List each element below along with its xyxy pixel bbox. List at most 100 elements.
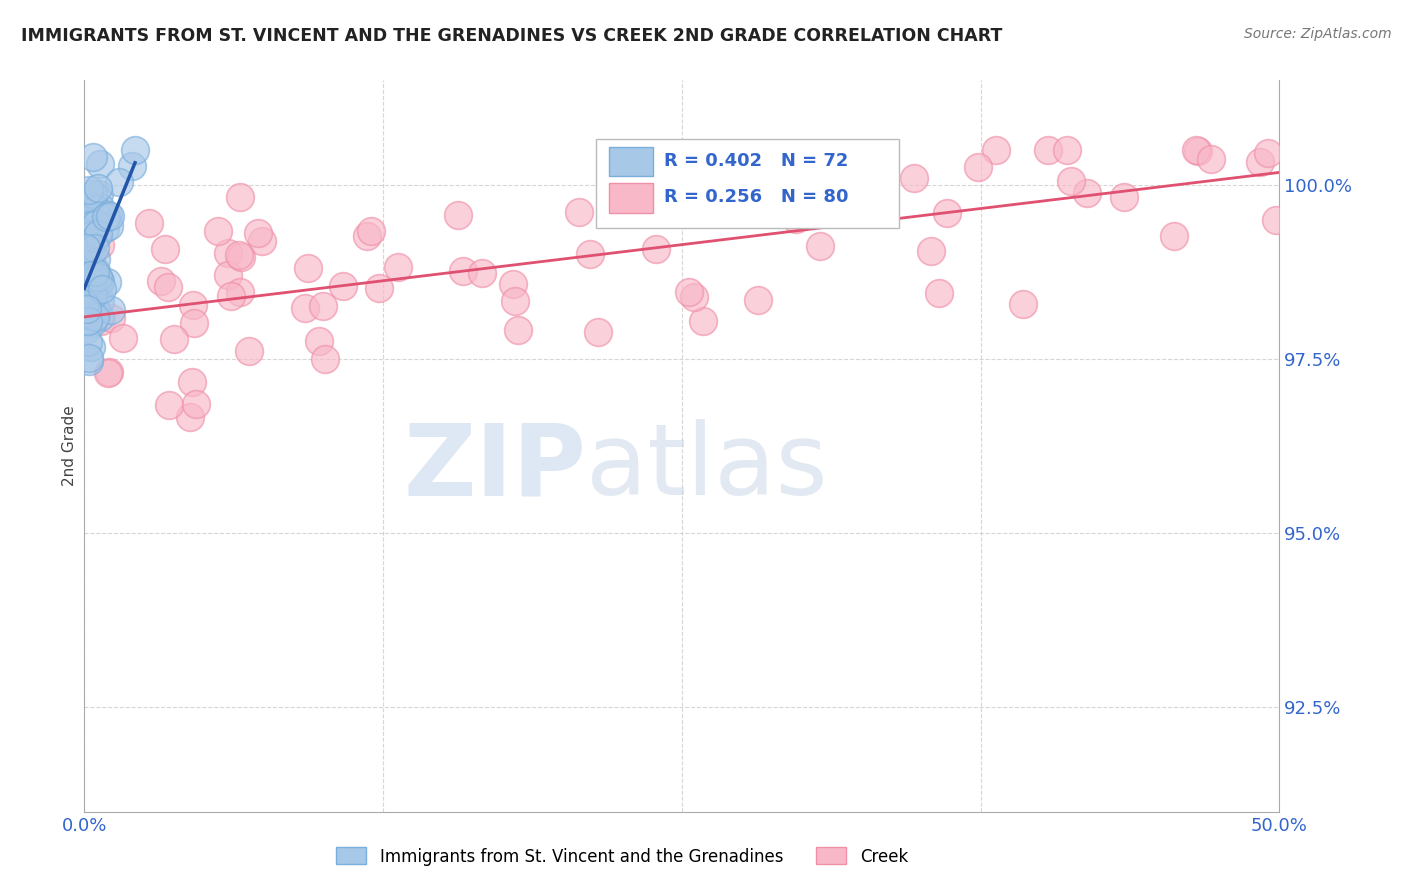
Point <box>747 293 769 307</box>
Point <box>84 302 107 317</box>
Point <box>80 219 103 233</box>
Point <box>367 280 389 294</box>
Point <box>82 223 104 237</box>
Point <box>586 325 609 339</box>
Point <box>76 314 98 328</box>
Point <box>89 157 111 171</box>
Point <box>80 274 103 288</box>
Point <box>87 282 110 296</box>
Point <box>1056 143 1078 157</box>
Point <box>1187 144 1209 158</box>
Point <box>138 216 160 230</box>
Point <box>76 322 98 336</box>
Point <box>1257 146 1279 161</box>
Point <box>730 204 752 219</box>
Point <box>183 316 205 330</box>
Point <box>89 310 111 324</box>
Point <box>157 398 180 412</box>
Point <box>124 143 146 157</box>
Point <box>89 238 111 252</box>
Point <box>508 322 530 336</box>
Point <box>76 301 98 316</box>
Point <box>1185 143 1208 157</box>
Point <box>84 202 107 216</box>
Point <box>967 160 990 174</box>
Point <box>219 289 242 303</box>
Point <box>97 209 120 223</box>
Point <box>447 208 470 222</box>
Text: R = 0.402   N = 72: R = 0.402 N = 72 <box>664 152 848 169</box>
Point <box>76 267 98 281</box>
Point <box>77 233 100 247</box>
Point <box>157 280 180 294</box>
Point <box>94 221 117 235</box>
Point <box>451 264 474 278</box>
Point <box>645 242 668 256</box>
Point <box>96 275 118 289</box>
Point <box>1076 186 1098 201</box>
Point <box>217 246 239 260</box>
Point <box>181 298 204 312</box>
Point <box>76 299 98 313</box>
Point <box>1060 174 1083 188</box>
Point <box>314 351 336 366</box>
Point <box>75 230 97 244</box>
Point <box>297 261 319 276</box>
Point <box>83 241 105 255</box>
Point <box>84 252 107 267</box>
FancyBboxPatch shape <box>596 139 900 228</box>
Point <box>80 246 103 260</box>
Point <box>692 314 714 328</box>
Legend: Immigrants from St. Vincent and the Grenadines, Creek: Immigrants from St. Vincent and the Gren… <box>336 847 908 865</box>
Y-axis label: 2nd Grade: 2nd Grade <box>62 406 77 486</box>
Point <box>79 353 101 368</box>
Point <box>77 282 100 296</box>
Point <box>79 216 101 230</box>
Point <box>82 211 104 225</box>
Point <box>502 277 524 292</box>
Point <box>80 278 103 293</box>
Text: atlas: atlas <box>586 419 828 516</box>
Point <box>163 332 186 346</box>
Point <box>98 219 121 234</box>
Point <box>841 186 863 201</box>
Point <box>76 218 98 232</box>
Point <box>75 279 97 293</box>
Point <box>89 294 111 309</box>
Point <box>80 235 103 249</box>
Point <box>579 246 602 260</box>
Point <box>89 272 111 286</box>
Point <box>75 297 97 311</box>
Point <box>84 218 107 232</box>
Point <box>87 227 110 241</box>
Point <box>100 303 122 318</box>
Point <box>75 287 97 301</box>
Point <box>155 243 177 257</box>
Text: Source: ZipAtlas.com: Source: ZipAtlas.com <box>1244 27 1392 41</box>
Point <box>247 226 270 240</box>
Point <box>98 209 121 223</box>
Point <box>1036 143 1059 157</box>
Point <box>96 211 118 225</box>
Point <box>87 186 110 201</box>
Point <box>75 241 97 255</box>
Point <box>84 310 107 324</box>
Text: R = 0.256   N = 80: R = 0.256 N = 80 <box>664 188 848 206</box>
Point <box>928 285 950 300</box>
Point <box>86 264 108 278</box>
Point <box>77 259 100 273</box>
Point <box>935 205 957 219</box>
Point <box>294 301 316 315</box>
Point <box>1163 229 1185 244</box>
Point <box>79 298 101 312</box>
Point <box>1264 212 1286 227</box>
Point <box>238 344 260 359</box>
Point <box>82 288 104 302</box>
Point <box>86 181 108 195</box>
Point <box>1114 190 1136 204</box>
Point <box>180 375 202 389</box>
FancyBboxPatch shape <box>609 147 654 176</box>
Point <box>308 334 330 348</box>
Point <box>97 365 120 379</box>
Point <box>76 335 98 350</box>
